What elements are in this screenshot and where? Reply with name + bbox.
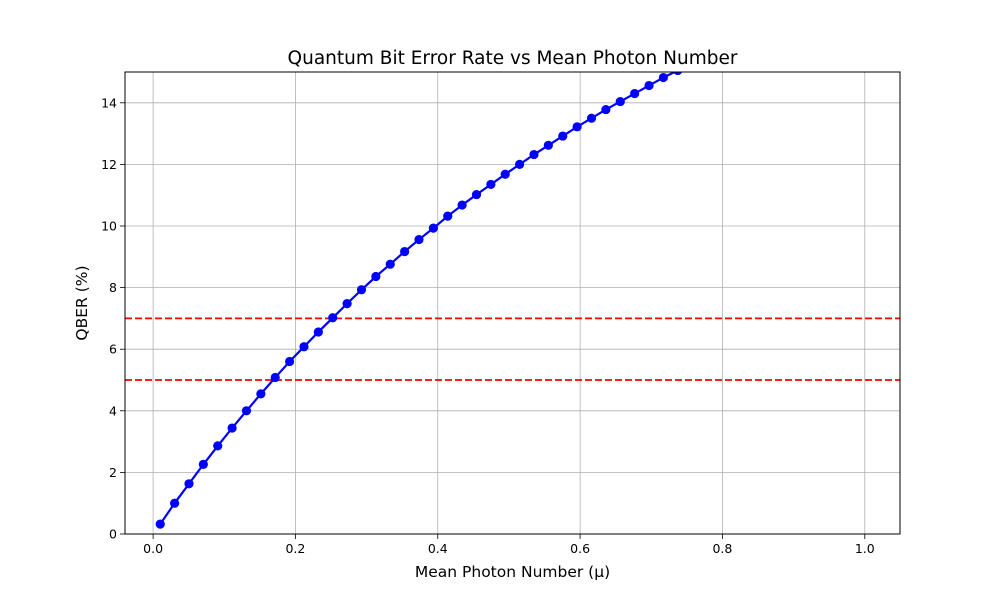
data-point xyxy=(371,271,381,282)
data-point xyxy=(601,104,611,115)
data-point xyxy=(241,406,252,416)
data-point xyxy=(428,223,438,233)
data-point xyxy=(385,259,395,269)
data-point xyxy=(414,234,424,245)
data-point xyxy=(486,179,496,190)
y-tick-label: 6 xyxy=(109,342,117,357)
plot-frame xyxy=(124,71,901,535)
y-tick-label: 4 xyxy=(109,403,117,418)
data-point xyxy=(213,441,223,451)
data-point xyxy=(227,423,237,433)
data-series xyxy=(155,72,683,529)
data-point xyxy=(529,149,539,160)
y-tick-label: 0 xyxy=(109,527,117,542)
data-point xyxy=(184,479,194,489)
x-tick-label: 0.8 xyxy=(712,541,732,556)
data-point xyxy=(342,299,352,309)
data-point xyxy=(515,159,525,169)
threshold-lines xyxy=(125,317,900,381)
y-tick-label: 10 xyxy=(101,219,117,234)
data-point xyxy=(630,88,640,99)
x-tick-label: 0.2 xyxy=(285,541,305,556)
x-tick-label: 1.0 xyxy=(855,541,875,556)
data-point xyxy=(285,356,295,367)
data-point xyxy=(270,372,280,383)
x-axis-title: Mean Photon Number (μ) xyxy=(415,563,610,581)
data-point xyxy=(155,519,165,529)
data-point xyxy=(299,342,309,352)
data-point xyxy=(615,96,625,107)
data-point xyxy=(500,169,510,179)
data-point xyxy=(673,72,683,76)
data-point xyxy=(457,200,467,210)
grid-lines xyxy=(125,72,900,535)
data-point xyxy=(586,113,597,123)
x-tick-label: 0.0 xyxy=(143,541,163,556)
data-point xyxy=(328,313,338,323)
x-axis-ticks: 0.0 0.2 0.4 0.6 0.8 1.0 xyxy=(143,534,875,556)
data-point xyxy=(170,498,180,508)
y-axis-title: QBER (%) xyxy=(73,265,91,340)
y-tick-label: 8 xyxy=(109,280,117,295)
data-point xyxy=(543,140,553,150)
data-point xyxy=(558,131,568,141)
y-tick-label: 14 xyxy=(101,95,117,110)
data-point xyxy=(256,389,266,399)
y-tick-label: 2 xyxy=(109,465,117,480)
chart-title: Quantum Bit Error Rate vs Mean Photon Nu… xyxy=(288,48,738,69)
data-point xyxy=(443,211,453,221)
data-point xyxy=(572,122,582,132)
data-point xyxy=(400,246,410,257)
y-axis-ticks: 0 2 4 6 8 10 12 14 xyxy=(101,95,125,542)
data-point xyxy=(313,327,323,337)
data-point xyxy=(356,285,367,295)
x-tick-label: 0.4 xyxy=(428,541,448,556)
plot-background xyxy=(125,72,900,534)
data-point xyxy=(644,80,654,91)
data-point xyxy=(471,189,482,200)
data-point xyxy=(198,459,208,469)
data-point xyxy=(658,72,668,83)
y-tick-label: 12 xyxy=(101,157,117,172)
x-tick-label: 0.6 xyxy=(570,541,590,556)
